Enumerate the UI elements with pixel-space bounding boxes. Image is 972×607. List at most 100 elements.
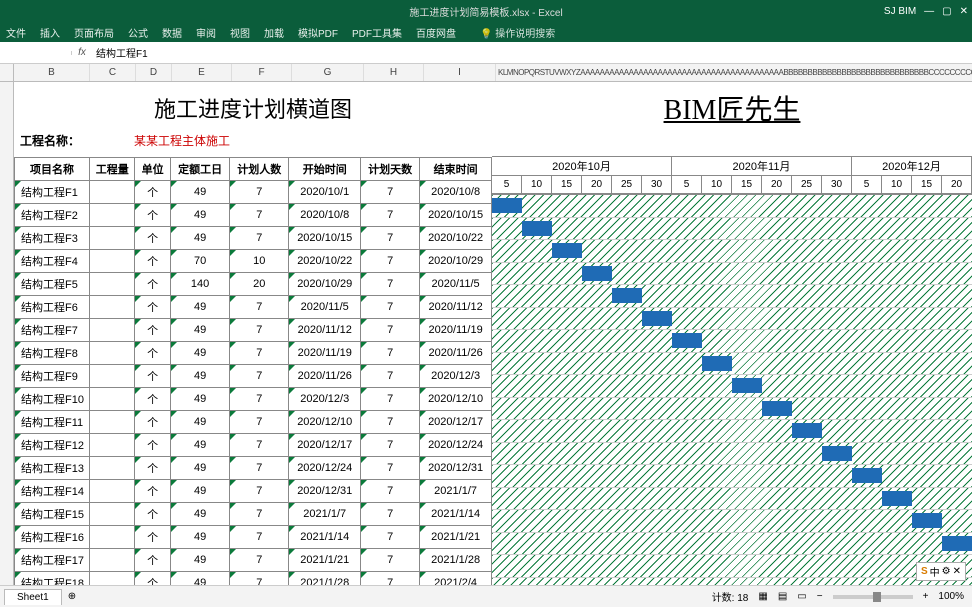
table-row[interactable]: 结构工程F6个4972020/11/572020/11/12 [15, 296, 492, 319]
table-header[interactable]: 计划天数 [361, 158, 420, 181]
cell[interactable]: 结构工程F9 [15, 365, 90, 388]
table-row[interactable]: 结构工程F1个4972020/10/172020/10/8 [15, 181, 492, 204]
maximize-icon[interactable]: ▢ [942, 6, 951, 17]
cell[interactable]: 结构工程F5 [15, 273, 90, 296]
ribbon-tab[interactable]: 加载 [264, 25, 284, 40]
gantt-bar[interactable] [882, 491, 912, 506]
table-row[interactable]: 结构工程F3个4972020/10/1572020/10/22 [15, 227, 492, 250]
cell[interactable]: 49 [170, 342, 229, 365]
cell[interactable] [90, 365, 135, 388]
cell[interactable]: 7 [361, 181, 420, 204]
cell[interactable]: 2020/11/19 [289, 342, 361, 365]
cell[interactable]: 2020/10/29 [420, 250, 492, 273]
cell[interactable]: 7 [230, 434, 289, 457]
ribbon-tab[interactable]: 文件 [6, 25, 26, 40]
cell[interactable]: 2020/12/31 [420, 457, 492, 480]
cell[interactable]: 个 [135, 181, 171, 204]
cell[interactable]: 2020/10/22 [420, 227, 492, 250]
ribbon-tab[interactable]: 审阅 [196, 25, 216, 40]
fx-icon[interactable]: fx [72, 47, 92, 58]
cell[interactable] [90, 296, 135, 319]
cell[interactable]: 49 [170, 411, 229, 434]
cell[interactable]: 结构工程F6 [15, 296, 90, 319]
table-header[interactable]: 计划人数 [230, 158, 289, 181]
view-normal-icon[interactable]: ▦ [758, 591, 767, 602]
ime-badge[interactable]: S 中 ⚙ ✕ [916, 562, 966, 581]
cell[interactable]: 个 [135, 204, 171, 227]
cell[interactable]: 49 [170, 434, 229, 457]
gantt-row[interactable] [492, 555, 972, 578]
cell[interactable]: 7 [230, 411, 289, 434]
tell-me[interactable]: 操作说明搜索 [480, 25, 555, 40]
gantt-bar[interactable] [792, 423, 822, 438]
cell[interactable]: 2020/11/26 [289, 365, 361, 388]
cell[interactable] [90, 411, 135, 434]
cell[interactable]: 2020/11/5 [289, 296, 361, 319]
gantt-row[interactable] [492, 398, 972, 421]
table-row[interactable]: 结构工程F5个140202020/10/2972020/11/5 [15, 273, 492, 296]
gantt-bar[interactable] [522, 221, 552, 236]
cell[interactable]: 结构工程F4 [15, 250, 90, 273]
col-header[interactable]: G [292, 64, 364, 81]
close-icon[interactable]: ✕ [960, 6, 968, 17]
gantt-row[interactable] [492, 218, 972, 241]
zoom-out-icon[interactable]: − [817, 591, 823, 602]
cell[interactable]: 个 [135, 273, 171, 296]
cell[interactable]: 2020/12/10 [289, 411, 361, 434]
cell[interactable]: 7 [230, 503, 289, 526]
gantt-row[interactable] [492, 375, 972, 398]
cell[interactable] [90, 273, 135, 296]
cell[interactable]: 49 [170, 457, 229, 480]
cell[interactable]: 个 [135, 526, 171, 549]
table-row[interactable]: 结构工程F9个4972020/11/2672020/12/3 [15, 365, 492, 388]
cell[interactable]: 49 [170, 503, 229, 526]
table-header[interactable]: 项目名称 [15, 158, 90, 181]
cell[interactable]: 2021/1/14 [289, 526, 361, 549]
col-header[interactable]: D [136, 64, 172, 81]
cell[interactable]: 结构工程F16 [15, 526, 90, 549]
cell[interactable]: 7 [230, 549, 289, 572]
cell[interactable]: 7 [361, 503, 420, 526]
minimize-icon[interactable]: — [924, 6, 934, 17]
cell[interactable]: 个 [135, 319, 171, 342]
cell[interactable]: 结构工程F15 [15, 503, 90, 526]
cell[interactable]: 结构工程F7 [15, 319, 90, 342]
table-row[interactable]: 结构工程F11个4972020/12/1072020/12/17 [15, 411, 492, 434]
table-row[interactable]: 结构工程F12个4972020/12/1772020/12/24 [15, 434, 492, 457]
gantt-bar[interactable] [942, 536, 972, 551]
cell[interactable]: 7 [361, 526, 420, 549]
cell[interactable]: 个 [135, 342, 171, 365]
cell[interactable] [90, 388, 135, 411]
cell[interactable]: 结构工程F14 [15, 480, 90, 503]
cell[interactable]: 7 [230, 365, 289, 388]
cell[interactable]: 49 [170, 526, 229, 549]
cell[interactable]: 2020/12/17 [289, 434, 361, 457]
cell[interactable]: 2020/11/12 [420, 296, 492, 319]
cell[interactable]: 7 [361, 549, 420, 572]
table-row[interactable]: 结构工程F14个4972020/12/3172021/1/7 [15, 480, 492, 503]
cell[interactable]: 7 [361, 365, 420, 388]
gantt-row[interactable] [492, 488, 972, 511]
cell[interactable]: 7 [361, 319, 420, 342]
cell[interactable]: 结构工程F12 [15, 434, 90, 457]
cell[interactable]: 7 [230, 227, 289, 250]
cell[interactable]: 个 [135, 549, 171, 572]
cell[interactable]: 49 [170, 480, 229, 503]
cell[interactable] [90, 549, 135, 572]
cell[interactable]: 70 [170, 250, 229, 273]
cell[interactable]: 7 [361, 273, 420, 296]
cell[interactable]: 2021/1/7 [289, 503, 361, 526]
cell[interactable]: 结构工程F10 [15, 388, 90, 411]
cell[interactable]: 140 [170, 273, 229, 296]
select-all-corner[interactable] [0, 64, 14, 81]
cell[interactable]: 49 [170, 181, 229, 204]
cell[interactable]: 2020/12/17 [420, 411, 492, 434]
col-header[interactable]: F [232, 64, 292, 81]
cell[interactable] [90, 434, 135, 457]
cell[interactable]: 7 [230, 526, 289, 549]
cell[interactable]: 个 [135, 480, 171, 503]
cell[interactable]: 个 [135, 434, 171, 457]
cell[interactable]: 2021/1/21 [420, 526, 492, 549]
view-layout-icon[interactable]: ▤ [778, 591, 787, 602]
gantt-bar[interactable] [732, 378, 762, 393]
